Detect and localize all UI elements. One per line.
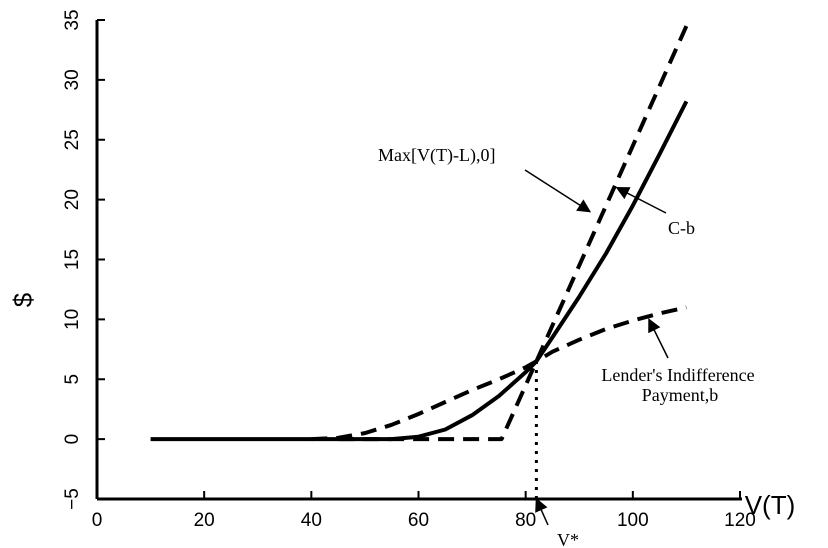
y-tick-label: 0 <box>62 434 83 445</box>
x-tick-label: 0 <box>92 510 103 531</box>
cb-arrow <box>615 186 667 214</box>
y-axis-label: $ <box>8 292 38 307</box>
y-tick-label: −5 <box>62 488 83 510</box>
annotation-arrows <box>524 169 669 526</box>
y-tick-label: 5 <box>62 374 83 385</box>
annotation-max-label: Max[V(T)-L),0] <box>378 145 495 166</box>
x-tick-label: 20 <box>194 510 215 531</box>
c-minus-b-line <box>150 100 689 442</box>
plot-area: −5 0 5 10 15 20 25 30 35 0 20 40 60 80 100 120 <box>62 9 756 531</box>
annotation-lender-label-line2: Payment,b <box>642 385 719 405</box>
x-tick-label: 120 <box>724 510 756 531</box>
y-tick-label: 30 <box>62 69 83 90</box>
max-arrow <box>524 169 592 213</box>
x-tick-label: 40 <box>301 510 322 531</box>
vstar-arrow <box>535 497 549 526</box>
annotation-vstar-label: V* <box>557 530 579 548</box>
x-tick-label: 60 <box>408 510 429 531</box>
y-tick-label: 25 <box>62 129 83 150</box>
annotation-cb-label: C-b <box>668 218 695 238</box>
y-tick-label: 15 <box>62 249 83 270</box>
y-tick-label: 20 <box>62 189 83 210</box>
lender-payment-line <box>311 305 687 442</box>
y-tick-label: 10 <box>62 309 83 330</box>
annotation-lender-label-line1: Lender's Indifference <box>601 365 754 385</box>
x-axis-label: V(T) <box>745 490 796 520</box>
y-ticks: −5 0 5 10 15 20 25 30 35 <box>62 9 105 510</box>
y-tick-label: 35 <box>62 9 83 30</box>
x-tick-label: 80 <box>515 510 536 531</box>
x-tick-label: 100 <box>617 510 649 531</box>
series-lines <box>150 25 689 442</box>
lender-arrow <box>648 318 669 359</box>
x-ticks: 0 20 40 60 80 100 120 <box>92 491 756 531</box>
